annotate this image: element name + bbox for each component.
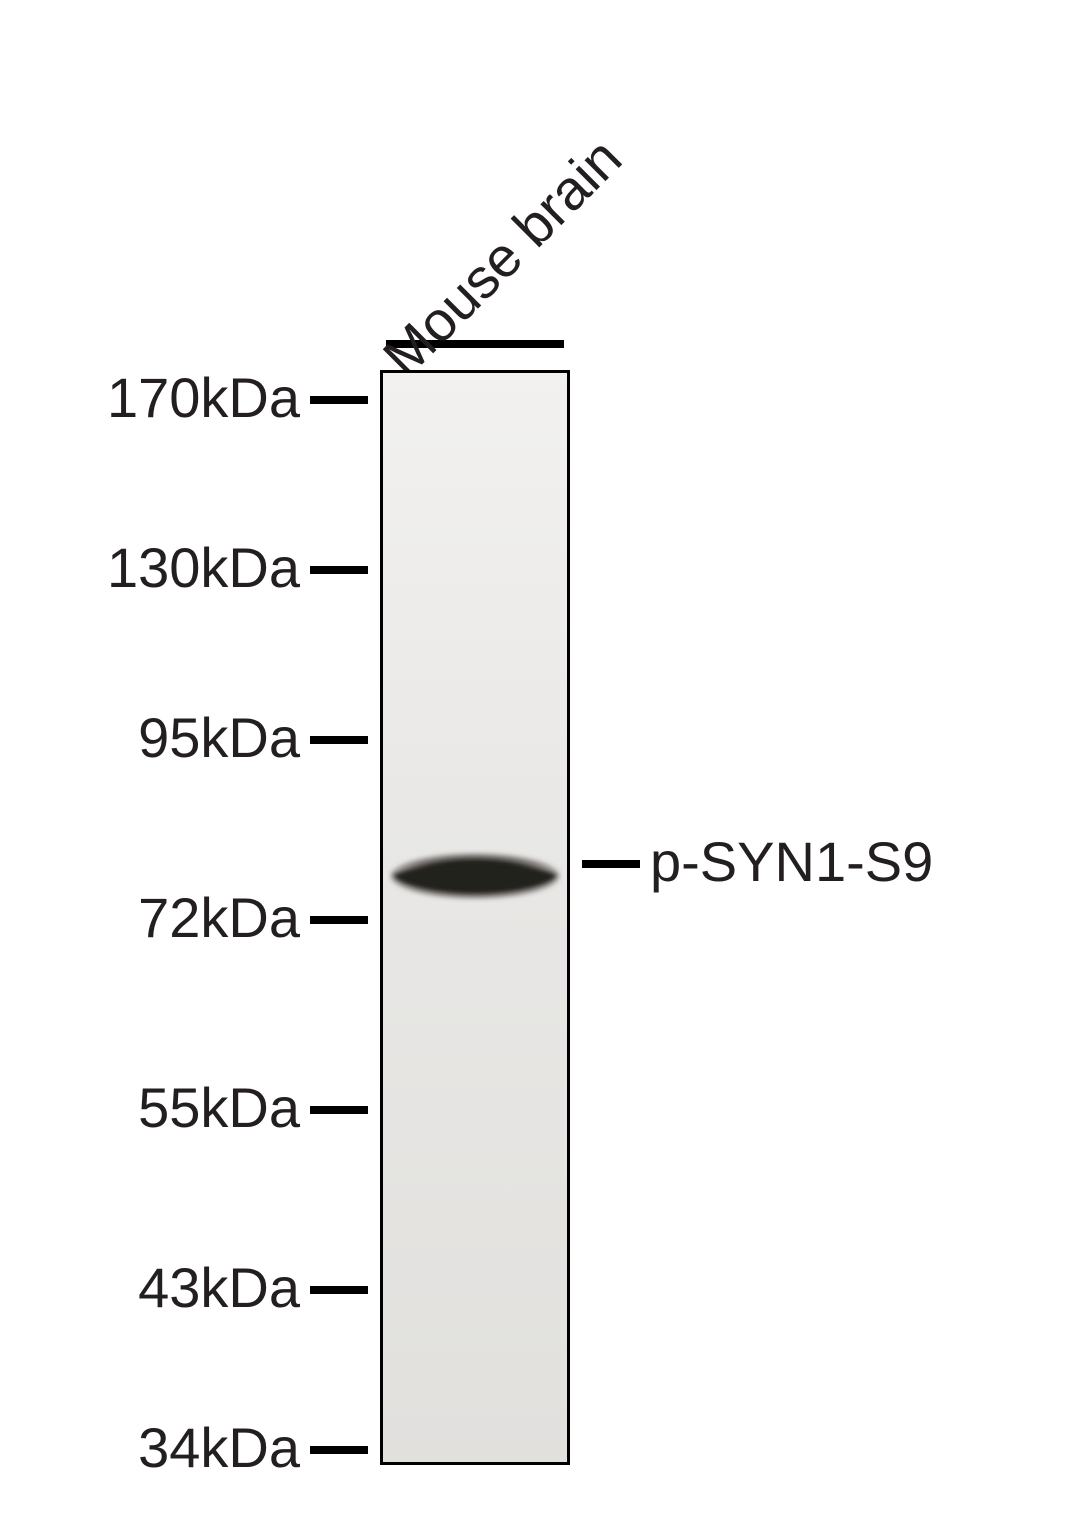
mw-label: 130kDa xyxy=(107,535,300,600)
mw-tick xyxy=(310,1446,368,1454)
mw-label: 34kDa xyxy=(138,1415,300,1480)
mw-label: 95kDa xyxy=(138,705,300,770)
mw-label: 55kDa xyxy=(138,1075,300,1140)
mw-tick xyxy=(310,736,368,744)
lane-strip xyxy=(380,370,570,1465)
mw-tick xyxy=(310,916,368,924)
mw-tick xyxy=(310,1106,368,1114)
target-tick xyxy=(582,860,640,868)
lane-header-label: Mouse brain xyxy=(370,125,634,389)
mw-tick xyxy=(310,566,368,574)
mw-tick xyxy=(310,396,368,404)
mw-label: 170kDa xyxy=(107,365,300,430)
mw-tick xyxy=(310,1286,368,1294)
western-blot-figure: Mouse brain xyxy=(0,0,1080,1518)
target-label: p-SYN1-S9 xyxy=(650,829,933,894)
mw-label: 72kDa xyxy=(138,885,300,950)
mw-label: 43kDa xyxy=(138,1255,300,1320)
lane-strip-border xyxy=(380,370,570,1465)
